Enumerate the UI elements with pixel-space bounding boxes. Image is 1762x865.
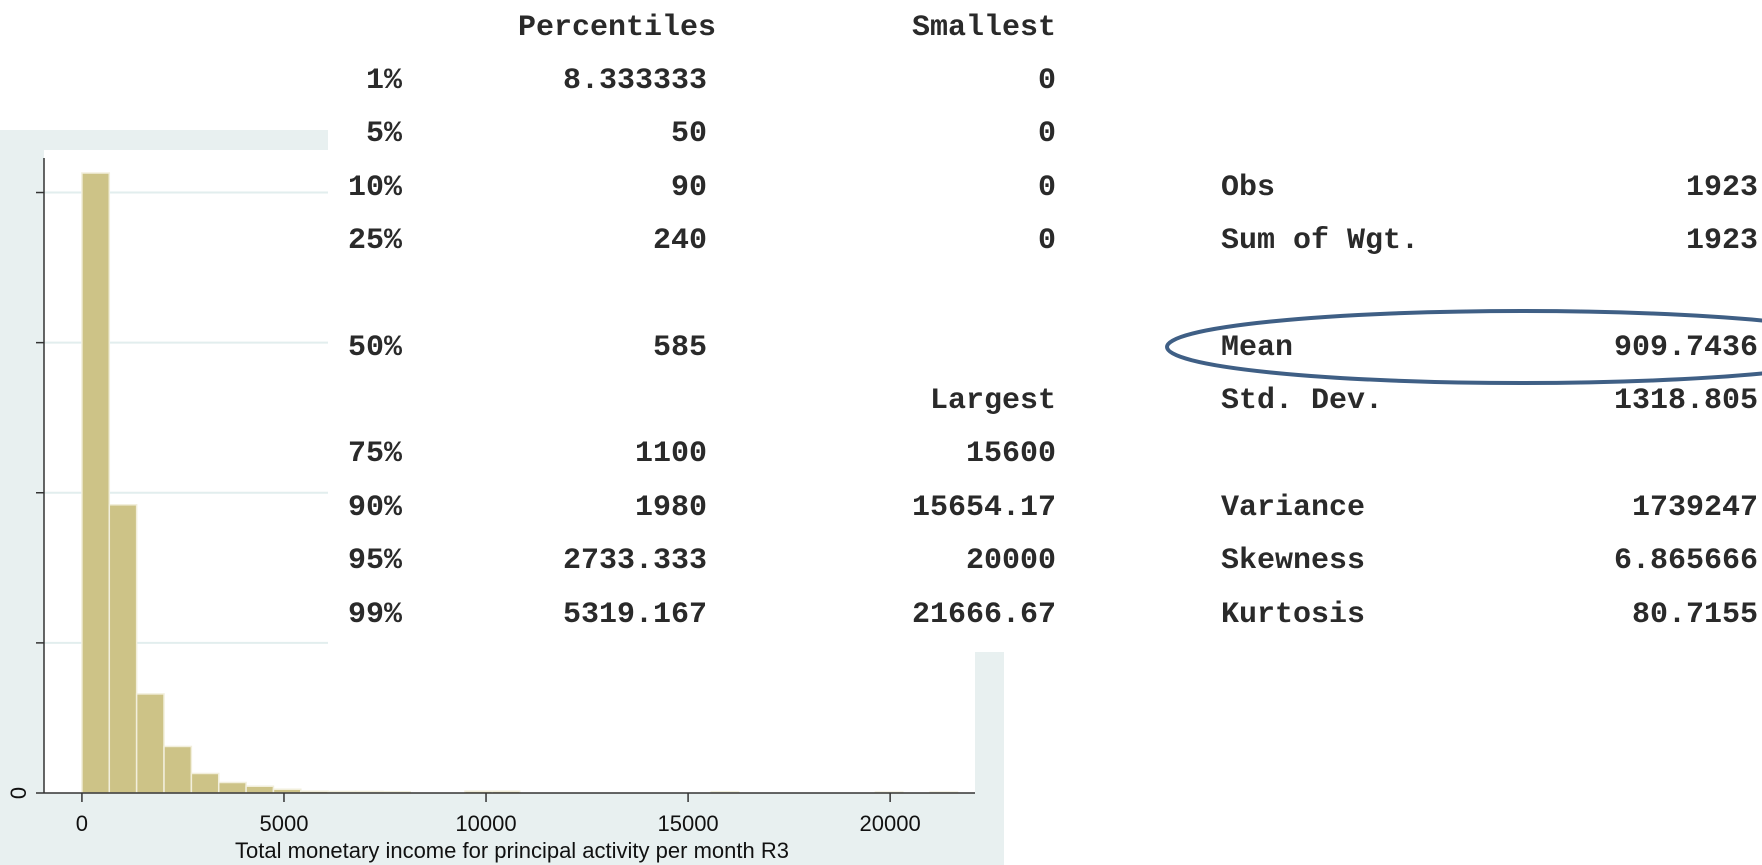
x-axis-label: Total monetary income for principal acti… <box>235 838 789 863</box>
x-tick-label: 10000 <box>455 811 516 836</box>
stat-value: 909.7436 <box>1614 331 1758 365</box>
x-tick-label: 0 <box>76 811 88 836</box>
summary-table: Percentiles Smallest Largest 1% 8.333333 0 5% 5… <box>348 11 1758 632</box>
percentile-value: 1100 <box>635 437 707 471</box>
column-header: Percentiles <box>518 11 716 45</box>
largest-value: 21666.67 <box>912 598 1056 632</box>
column-header: Smallest <box>912 11 1056 45</box>
stat-value: 1923 <box>1686 224 1758 258</box>
smallest-value: 0 <box>1038 224 1056 258</box>
stat-name: Mean <box>1221 331 1293 365</box>
bar <box>108 504 138 794</box>
percentile-value: 240 <box>653 224 707 258</box>
stat-name: Obs <box>1221 171 1275 205</box>
stat-value: 6.865666 <box>1614 544 1758 578</box>
largest-value: 20000 <box>966 544 1056 578</box>
stat-name: Kurtosis <box>1221 598 1365 632</box>
stat-value: 80.7155 <box>1632 598 1758 632</box>
stat-value: 1739247 <box>1632 491 1758 525</box>
percentile-value: 90 <box>671 171 707 205</box>
stat-name: Variance <box>1221 491 1365 525</box>
output-panel <box>328 0 1762 652</box>
bar <box>245 785 275 794</box>
percentile-label: 99% <box>348 598 403 632</box>
stat-name: Skewness <box>1221 544 1365 578</box>
bar <box>81 172 111 794</box>
smallest-value: 0 <box>1038 171 1056 205</box>
smallest-value: 0 <box>1038 64 1056 98</box>
percentile-label: 5% <box>366 117 403 151</box>
largest-value: 15654.17 <box>912 491 1056 525</box>
column-header: Largest <box>930 384 1056 418</box>
stat-name: Std. Dev. <box>1221 384 1383 418</box>
largest-value: 15600 <box>966 437 1056 471</box>
percentile-value: 50 <box>671 117 707 151</box>
percentile-label: 50% <box>348 331 403 365</box>
percentile-value: 585 <box>653 331 707 365</box>
x-tick-label: 5000 <box>260 811 309 836</box>
bar <box>135 693 165 794</box>
percentile-value: 1980 <box>635 491 707 525</box>
percentile-label: 95% <box>348 544 403 578</box>
smallest-value: 0 <box>1038 117 1056 151</box>
bar <box>217 781 247 794</box>
bar <box>190 772 220 794</box>
stat-value: 1318.805 <box>1614 384 1758 418</box>
y-tick-label: 0 <box>6 787 31 799</box>
percentile-value: 5319.167 <box>563 598 707 632</box>
x-tick-label: 15000 <box>657 811 718 836</box>
x-tick-label: 20000 <box>860 811 921 836</box>
percentile-label: 90% <box>348 491 403 525</box>
bar <box>163 745 193 794</box>
percentile-label: 75% <box>348 437 403 471</box>
percentile-value: 8.333333 <box>563 64 707 98</box>
stat-name: Sum of Wgt. <box>1221 224 1419 258</box>
percentile-label: 1% <box>366 64 403 98</box>
highlight-ellipse <box>1165 309 1762 385</box>
percentile-label: 10% <box>348 171 403 205</box>
stat-value: 1923 <box>1686 171 1758 205</box>
percentile-value: 2733.333 <box>563 544 707 578</box>
percentile-label: 25% <box>348 224 403 258</box>
